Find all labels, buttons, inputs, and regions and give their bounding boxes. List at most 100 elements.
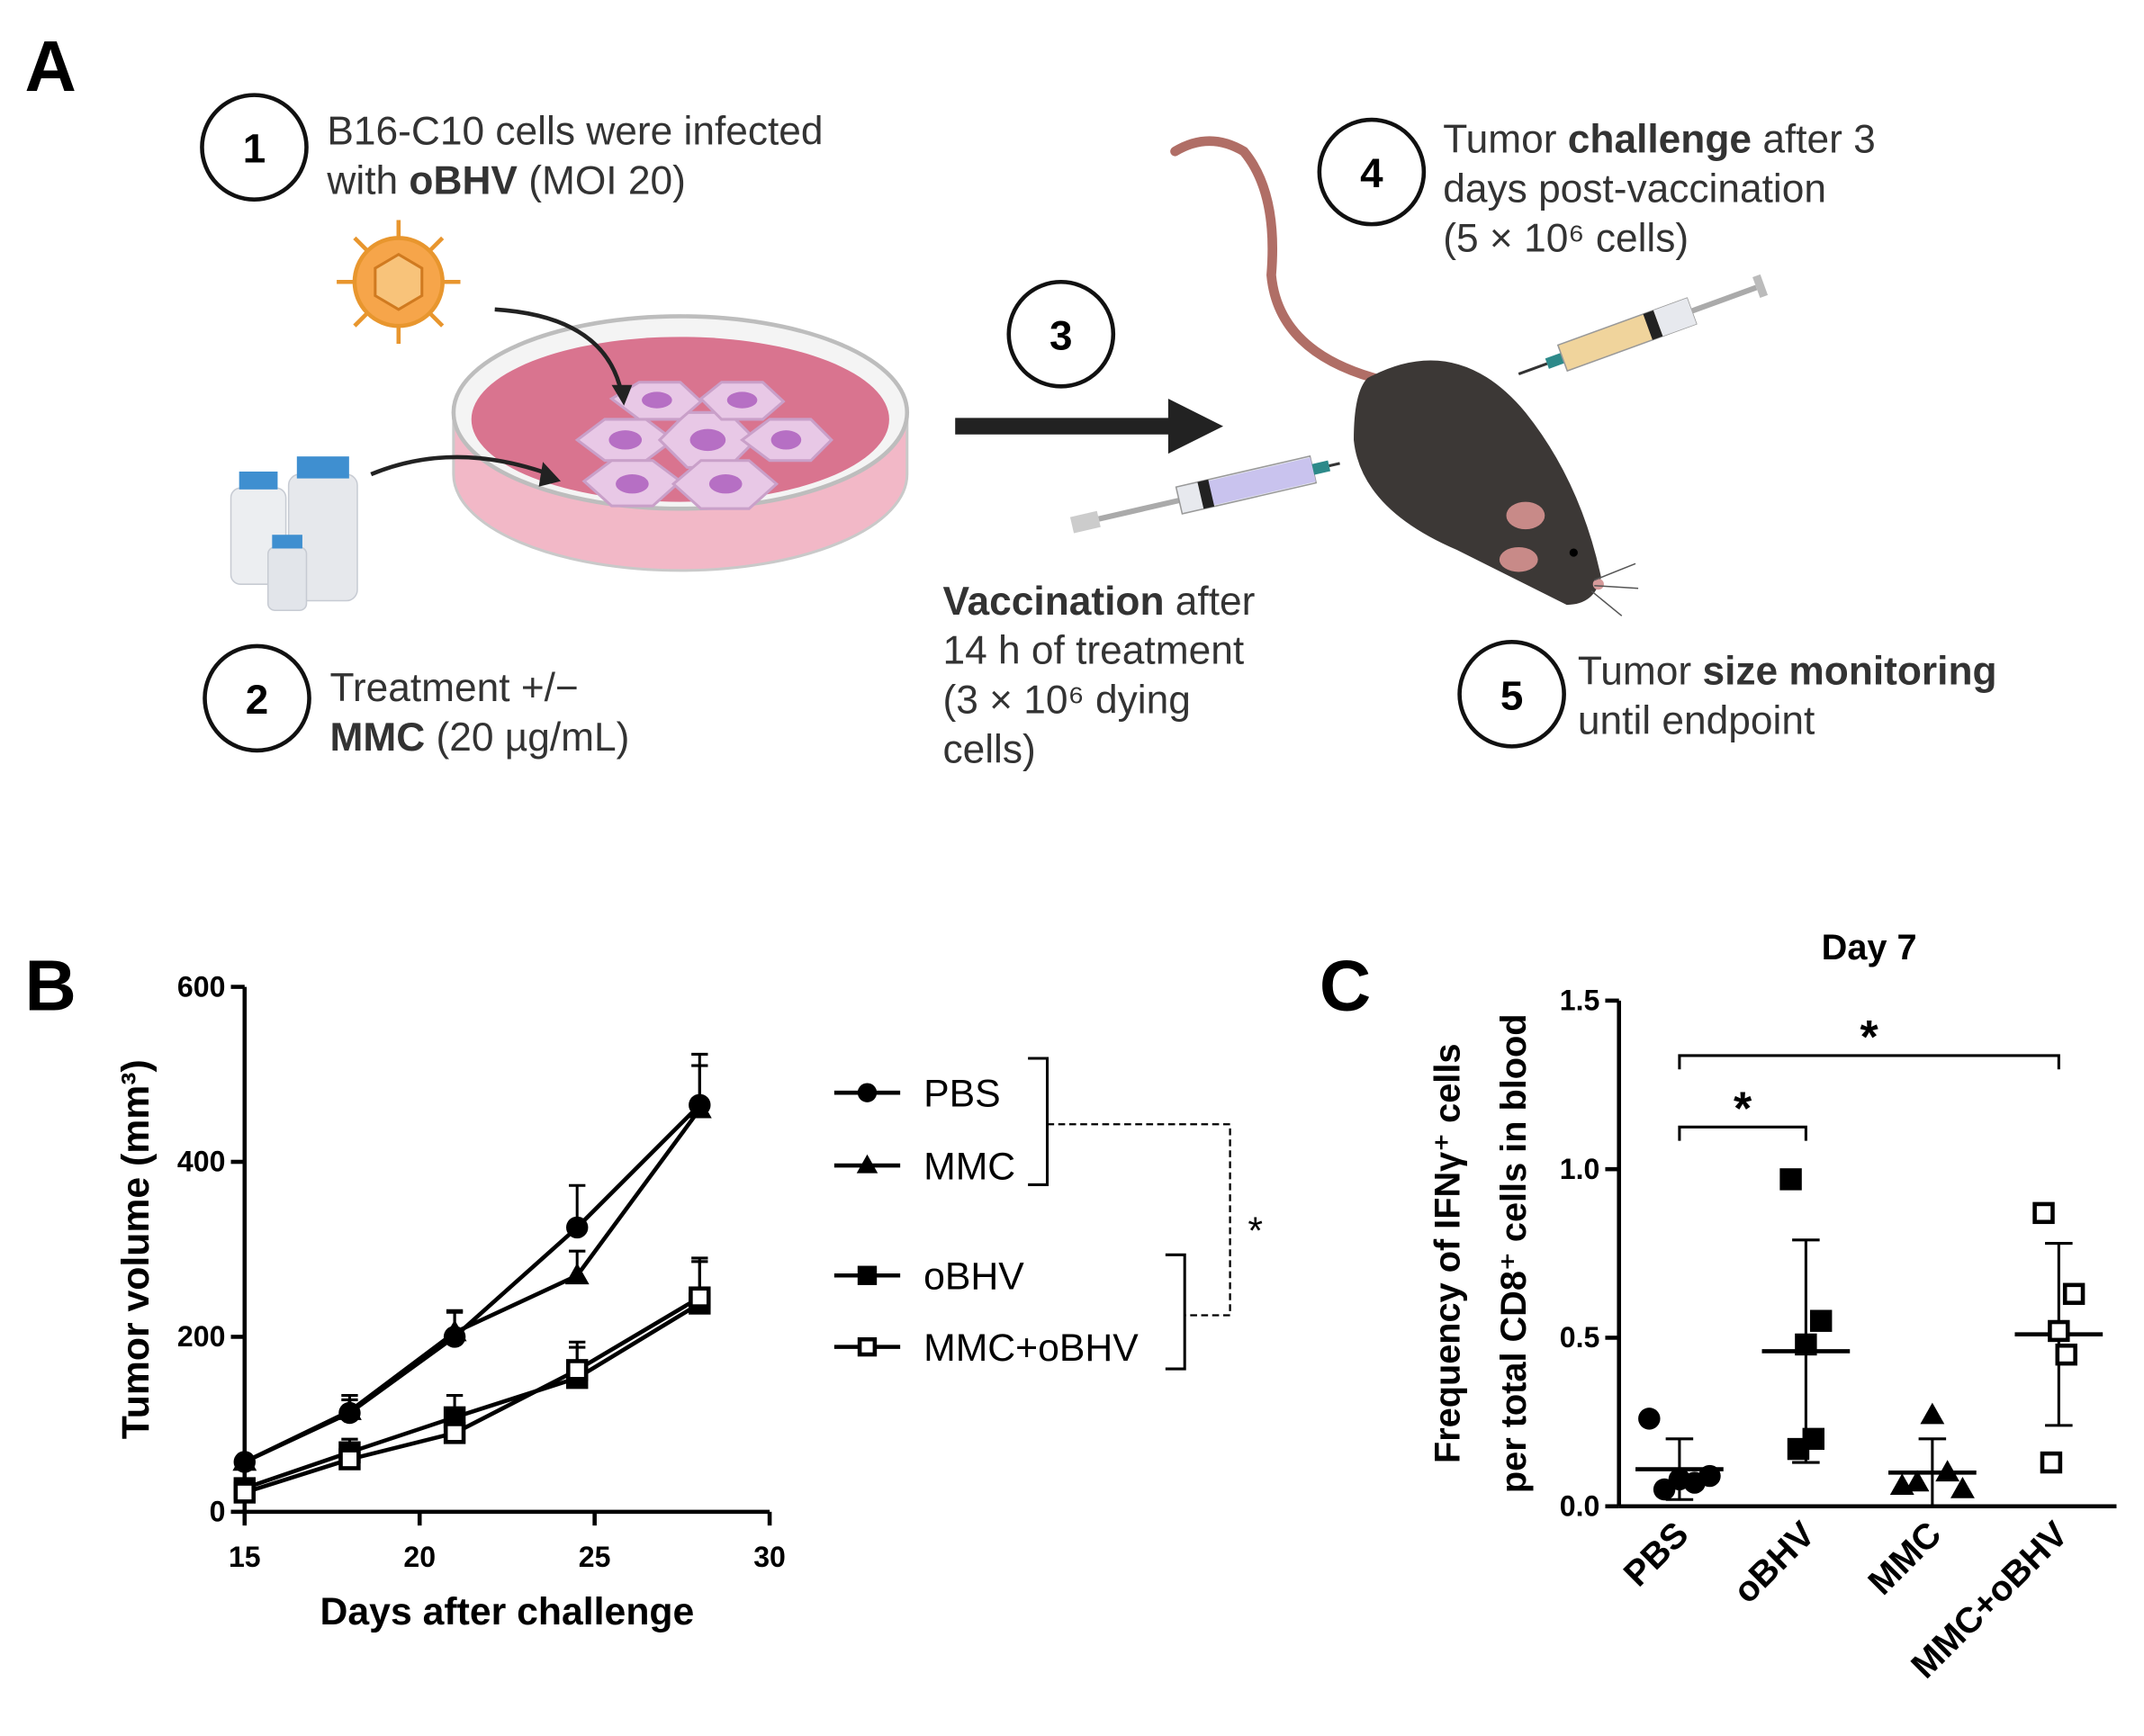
panel-label: C	[1320, 946, 1371, 1026]
text-run: size monitoring	[1702, 650, 1996, 694]
step-number: 4	[1360, 150, 1383, 196]
legend-label: PBS	[923, 1072, 1001, 1115]
x-tick-label: 15	[229, 1541, 261, 1573]
legend-bracket	[1028, 1057, 1049, 1186]
marker	[2062, 1282, 2085, 1305]
text-run: oBHV	[409, 159, 518, 203]
marker	[2032, 1201, 2055, 1225]
y-tick-label: 1.5	[1560, 985, 1600, 1017]
y-tick-label: 0	[210, 1496, 226, 1528]
dot-chart: Day 7 0.0 0.5 1.0 1.5 Frequency of IFNγ⁺ cell…	[1428, 928, 2117, 1687]
marker	[565, 1359, 589, 1381]
text-line: 14 h of treatment	[942, 629, 1244, 673]
text-run: after	[1164, 580, 1255, 624]
text-run: with	[326, 159, 409, 203]
marker	[2048, 1319, 2070, 1343]
step-text: Tumor size monitoring until endpoint	[1578, 650, 1997, 743]
arrow	[955, 399, 1223, 454]
x-tick-label: 25	[579, 1541, 611, 1573]
text-run: MMC	[329, 715, 425, 760]
marker	[1787, 1437, 1810, 1461]
text-line: cells)	[942, 728, 1035, 772]
x-tick-label: PBS	[1617, 1515, 1697, 1595]
text-run: (20 µg/mL)	[425, 715, 629, 760]
marker	[1950, 1476, 1975, 1498]
marker	[1683, 1471, 1706, 1494]
x-tick-label: 20	[403, 1541, 436, 1573]
marker	[689, 1286, 711, 1309]
marker	[1920, 1402, 1945, 1425]
text-line: (5 × 10⁶ cells)	[1443, 217, 1689, 261]
text-line: days post-vaccination	[1443, 167, 1826, 211]
text-line: (3 × 10⁶ dying	[942, 679, 1190, 723]
marker	[564, 1263, 590, 1285]
series-line	[244, 1301, 701, 1490]
step-text: B16-C10 cells were infected with oBHV (MO…	[326, 110, 823, 203]
marker	[233, 1481, 257, 1504]
panel-label: B	[24, 946, 76, 1026]
text-run: (MOI 20)	[518, 159, 686, 203]
petri-dish	[370, 307, 910, 572]
step-number: 1	[243, 126, 266, 172]
marker	[1889, 1473, 1914, 1496]
marker	[338, 1399, 362, 1420]
legend-marker	[857, 1083, 878, 1102]
series-line	[243, 1103, 701, 1464]
text-run: Tumor	[1443, 118, 1568, 162]
marker	[1638, 1408, 1661, 1430]
marker	[338, 1448, 361, 1471]
marker	[2040, 1451, 2063, 1474]
significance-label: *	[1734, 1083, 1752, 1135]
y-tick-label: 600	[177, 970, 225, 1003]
legend-marker	[857, 1336, 878, 1357]
legend-label: MMC+oBHV	[923, 1327, 1139, 1370]
marker	[2055, 1343, 2077, 1366]
marker	[443, 1422, 466, 1444]
legend-marker	[856, 1154, 878, 1174]
marker	[1935, 1460, 1960, 1482]
y-tick-label: 400	[177, 1146, 225, 1178]
bottles-icon	[230, 456, 358, 611]
text-run: Vaccination	[942, 580, 1164, 624]
legend-label: MMC	[923, 1145, 1015, 1188]
step-text: Treatment +/− MMC (20 µg/mL)	[329, 666, 629, 760]
y-axis-label: Frequency of IFNγ⁺ cells	[1428, 1044, 1468, 1463]
legend-bracket	[1165, 1253, 1186, 1371]
chart-title: Day 7	[1822, 928, 1917, 967]
comparison-connector	[1047, 1123, 1231, 1317]
legend-label: oBHV	[923, 1255, 1024, 1299]
marker	[1795, 1333, 1817, 1356]
series-line	[243, 1108, 702, 1464]
panel-label: A	[24, 26, 76, 106]
step-text: Vaccination after 14 h of treatment (3 × 1…	[942, 580, 1255, 772]
y-tick-label: 0.5	[1560, 1321, 1600, 1354]
marker	[442, 1319, 467, 1342]
y-tick-label: 1.0	[1560, 1153, 1600, 1185]
mouse-icon	[1170, 136, 1639, 616]
virus-icon	[337, 220, 461, 344]
text-run: Tumor	[1578, 650, 1703, 694]
y-axis-label: per total CD8⁺ cells in blood	[1494, 1014, 1534, 1494]
y-tick-label: 200	[177, 1320, 225, 1353]
syringe-icon	[1069, 274, 1769, 534]
marker	[232, 1449, 257, 1471]
y-axis-label: Tumor volume (mm³)	[114, 1059, 158, 1439]
text-run: after 3	[1752, 118, 1876, 162]
step-text: Tumor challenge after 3 days post-vaccina…	[1443, 118, 1876, 261]
significance-bracket	[1678, 1125, 1807, 1141]
legend-marker	[857, 1265, 878, 1285]
y-tick-label: 0.0	[1560, 1489, 1600, 1522]
text-run: challenge	[1568, 118, 1752, 162]
step-number: 5	[1500, 672, 1523, 718]
marker	[565, 1216, 589, 1239]
text-line: until endpoint	[1578, 699, 1815, 743]
text-line: Treatment +/−	[329, 666, 578, 710]
text-line: B16-C10 cells were infected	[327, 110, 823, 154]
marker	[1653, 1478, 1676, 1501]
marker	[1905, 1470, 1930, 1492]
marker	[1779, 1168, 1802, 1191]
x-tick-label: 30	[753, 1541, 786, 1573]
significance-label: *	[1248, 1210, 1263, 1253]
marker	[1809, 1309, 1833, 1332]
